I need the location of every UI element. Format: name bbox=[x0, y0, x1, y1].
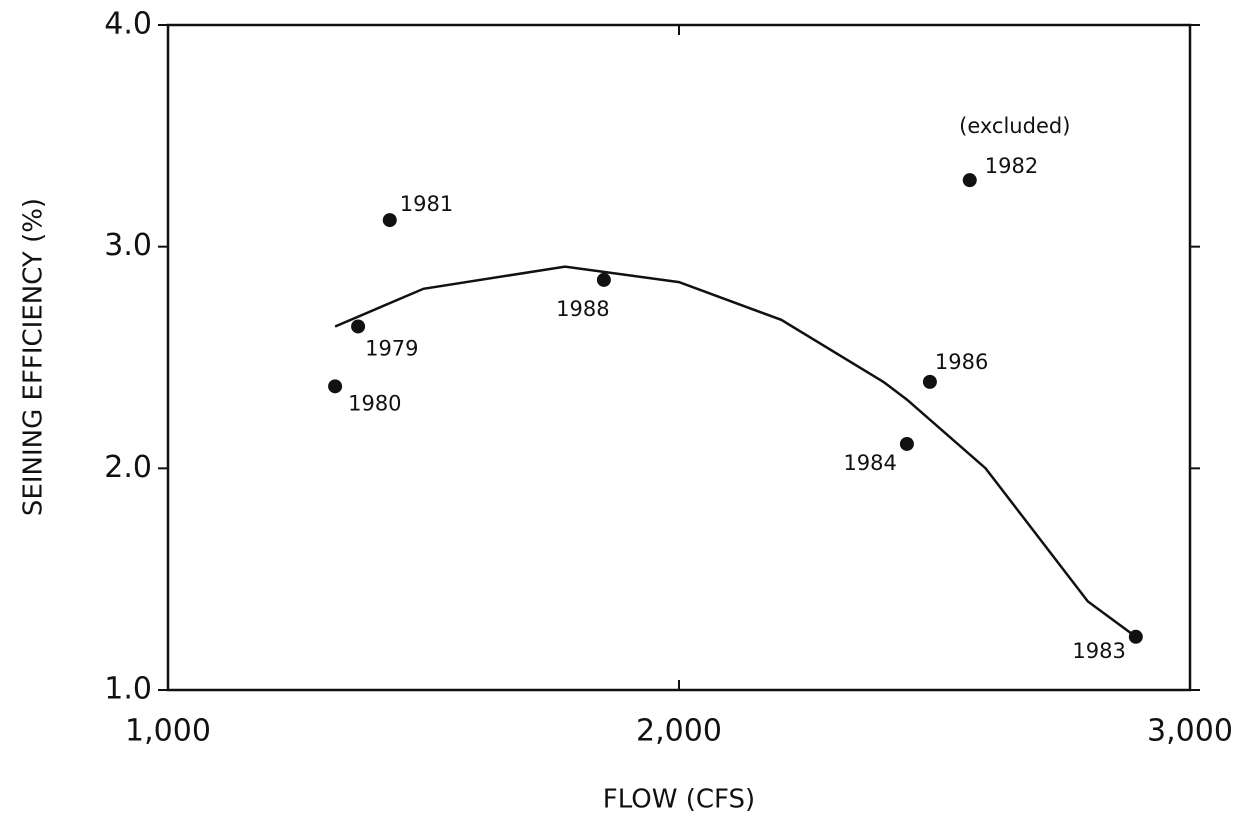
point-label: 1982 bbox=[985, 154, 1038, 178]
data-point bbox=[962, 173, 977, 188]
data-point bbox=[351, 319, 366, 334]
data-point bbox=[382, 213, 397, 228]
fit-curve bbox=[334, 265, 1137, 638]
data-point bbox=[922, 374, 937, 389]
y-tick-label: 1.0 bbox=[104, 672, 152, 707]
point-label: 1988 bbox=[556, 297, 609, 321]
x-axis-title: FLOW (CFS) bbox=[603, 785, 755, 815]
data-point bbox=[596, 272, 611, 287]
data-point bbox=[899, 436, 914, 451]
data-point bbox=[1128, 629, 1143, 644]
y-tick-label: 3.0 bbox=[104, 228, 152, 263]
y-tick-label: 2.0 bbox=[104, 450, 152, 485]
point-label: 1979 bbox=[365, 336, 418, 360]
data-point bbox=[328, 379, 343, 394]
x-tick-label: 2,000 bbox=[636, 714, 722, 749]
point-label: 1983 bbox=[1072, 639, 1125, 663]
x-tick-label: 1,000 bbox=[125, 714, 211, 749]
point-label: 1986 bbox=[935, 350, 988, 374]
point-label: 1984 bbox=[843, 451, 896, 475]
x-tick-label: 3,000 bbox=[1147, 714, 1233, 749]
point-label: 1981 bbox=[400, 192, 453, 216]
y-tick-label: 4.0 bbox=[104, 7, 152, 42]
annotation: (excluded) bbox=[959, 114, 1070, 138]
y-axis-title: SEINING EFFICIENCY (%) bbox=[19, 198, 49, 516]
point-label: 1980 bbox=[348, 391, 401, 415]
